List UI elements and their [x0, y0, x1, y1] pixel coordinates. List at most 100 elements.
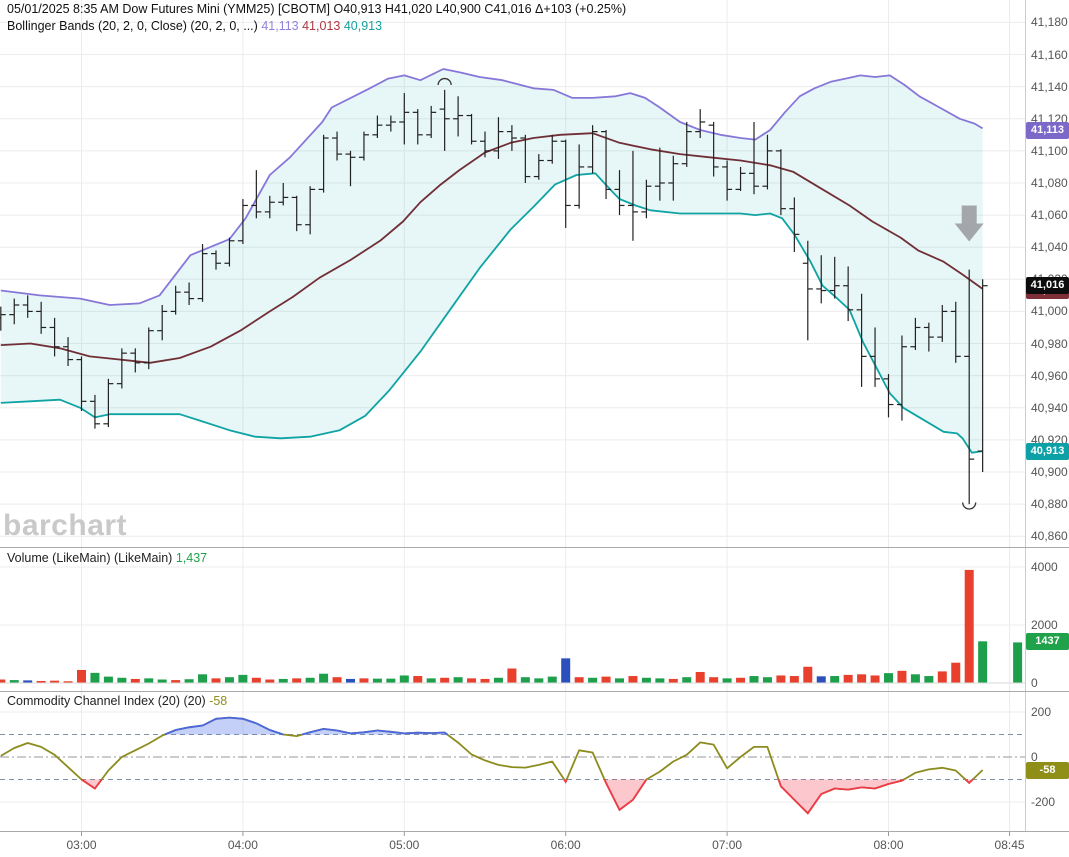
volume-bar: [978, 641, 988, 683]
volume-axis-label: 4000: [1031, 560, 1058, 574]
bollinger-lower-value: 40,913: [343, 19, 383, 33]
volume-bar: [36, 680, 46, 683]
volume-bar: [534, 678, 544, 683]
price-axis-label: 41,100: [1031, 143, 1068, 158]
volume-bar: [830, 676, 840, 683]
volume-bar: [520, 677, 530, 683]
volume-bar: [789, 676, 799, 683]
volume-bar: [547, 676, 557, 683]
bollinger-lower-line: [0, 172, 983, 454]
volume-bar: [937, 671, 947, 683]
volume-bar: [924, 676, 934, 683]
axis-badge-41016: 41,016: [1026, 277, 1069, 295]
bollinger-middle-line: [0, 132, 984, 364]
cci-axis-label: 200: [1031, 705, 1052, 719]
quote-header-text: 05/01/2025 8:35 AM Dow Futures Mini (YMM…: [7, 2, 627, 16]
volume-bar: [507, 668, 517, 683]
cci-line-overbought: [164, 716, 284, 736]
bollinger-fill: [0, 69, 983, 453]
volume-bar: [265, 679, 275, 683]
price-axis-label: 40,980: [1031, 336, 1068, 351]
price-axis-label: 40,880: [1031, 497, 1068, 512]
volume-bar: [695, 671, 705, 683]
volume-bar: [198, 674, 208, 683]
cci-axis-label: -200: [1031, 795, 1056, 809]
barchart-watermark: barchart: [3, 509, 128, 542]
volume-bar: [440, 677, 450, 683]
down-arrow-icon: [954, 205, 984, 242]
volume-bar: [803, 666, 813, 683]
volume-bar: [184, 679, 194, 683]
volume-bar: [372, 678, 382, 683]
volume-bar: [749, 676, 759, 683]
arc-bottom-marker-icon: [962, 502, 977, 510]
volume-bar: [857, 674, 867, 683]
price-axis-label: 41,040: [1031, 240, 1068, 255]
quote-header: 05/01/2025 8:35 AM Dow Futures Mini (YMM…: [7, 2, 626, 16]
volume-bar: [561, 658, 571, 683]
volume-bar: [319, 673, 329, 683]
volume-bar: [117, 677, 127, 683]
cci-line-oversold: [603, 779, 648, 812]
volume-bar: [615, 678, 624, 683]
arc-top-marker-icon: [437, 77, 452, 86]
volume-bar: [628, 676, 638, 683]
bollinger-header: Bollinger Bands (20, 2, 0, Close) (20, 2…: [7, 19, 382, 33]
volume-bar: [574, 677, 584, 683]
bollinger-upper-line: [0, 68, 984, 306]
volume-bar: [467, 678, 477, 683]
time-axis-label: 05:00: [389, 838, 420, 852]
cci-overbought-fill: [164, 717, 284, 735]
volume-bar: [359, 678, 369, 683]
volume-bar: [870, 675, 880, 683]
volume-bar: [171, 680, 181, 683]
cci-line-oversold: [80, 778, 103, 790]
volume-bar-partial: [1013, 642, 1023, 683]
price-axis-label: 41,160: [1031, 47, 1068, 62]
price-axis-label: 41,180: [1031, 15, 1068, 30]
time-axis-label: 08:45: [994, 838, 1025, 852]
cci-line-overbought: [301, 727, 448, 736]
volume-bar: [736, 677, 746, 683]
bollinger-middle-value: 41,013: [302, 19, 341, 33]
volume-bar: [776, 675, 786, 683]
time-axis-label: 08:00: [873, 838, 904, 852]
volume-bar: [9, 680, 19, 683]
volume-bar: [722, 678, 732, 683]
volume-bar: [601, 676, 611, 683]
price-axis-label: 41,080: [1031, 175, 1068, 190]
cci-line-oversold: [563, 779, 568, 784]
axis-badge-1437: 1437: [1026, 632, 1069, 650]
cci-panel-header: Commodity Channel Index (20) (20) -58: [7, 694, 227, 708]
volume-bar: [305, 677, 315, 683]
volume-bar: [709, 677, 719, 683]
time-axis-label: 07:00: [712, 838, 743, 852]
volume-axis-label: 0: [1031, 676, 1038, 690]
price-axis-label: 41,060: [1031, 208, 1068, 223]
cci-label: Commodity Channel Index (20) (20): [7, 694, 206, 708]
volume-bar: [77, 669, 86, 683]
volume-bar: [453, 677, 463, 683]
cci-axis-label: 0: [1031, 750, 1038, 764]
volume-bar: [426, 678, 436, 683]
price-axis-label: 41,140: [1031, 79, 1068, 94]
cci-value: -58: [209, 694, 228, 708]
volume-bar: [157, 679, 167, 683]
cci-oversold-fill: [81, 779, 102, 789]
price-axis-label: 40,900: [1031, 464, 1068, 479]
cci-line: [0, 716, 984, 815]
cci-line-oversold: [964, 778, 974, 785]
time-axis-label: 06:00: [550, 838, 581, 852]
volume-bar: [682, 677, 692, 683]
volume-label: Volume (LikeMain) (LikeMain): [7, 551, 173, 565]
volume-bar: [346, 678, 355, 683]
volume-bar: [23, 680, 33, 683]
volume-bar: [588, 677, 598, 683]
volume-bar: [292, 678, 302, 683]
volume-bar: [843, 674, 853, 683]
volume-bar: [964, 569, 974, 683]
volume-bar: [668, 678, 678, 683]
volume-panel-header: Volume (LikeMain) (LikeMain) 1,437: [7, 551, 207, 565]
volume-bar: [493, 677, 503, 683]
